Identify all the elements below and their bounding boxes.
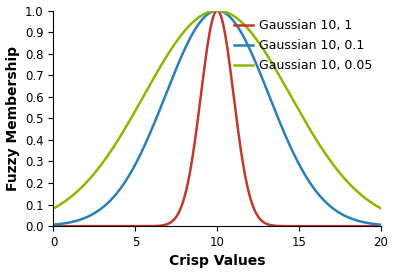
Gaussian 10, 1 (309, 224, 314, 228)
Gaussian 10, 0.05 (309, 130, 314, 134)
Gaussian 10, 1 (369, 224, 374, 228)
Line: Gaussian 10, 1: Gaussian 10, 1 (54, 11, 381, 226)
Gaussian 10, 0.1 (379, 223, 383, 226)
Gaussian 10, 0.05 (379, 207, 383, 210)
Gaussian 10, 1 (379, 224, 383, 228)
Gaussian 10, 0.1 (369, 222, 374, 225)
Gaussian 10, 0.1 (309, 183, 314, 187)
Gaussian 10, 0.05 (68, 196, 72, 199)
Gaussian 10, 0.1 (51, 223, 56, 226)
Gaussian 10, 1 (51, 224, 56, 228)
Gaussian 10, 1 (369, 224, 374, 228)
Gaussian 10, 0.1 (202, 16, 206, 19)
Gaussian 10, 0.1 (215, 9, 219, 12)
Gaussian 10, 1 (215, 9, 219, 12)
Line: Gaussian 10, 0.1: Gaussian 10, 0.1 (54, 11, 381, 225)
Legend: Gaussian 10, 1, Gaussian 10, 0.1, Gaussian 10, 0.05: Gaussian 10, 1, Gaussian 10, 0.1, Gaussi… (231, 17, 375, 75)
Gaussian 10, 0.05 (51, 207, 56, 210)
Gaussian 10, 0.05 (369, 201, 374, 204)
Gaussian 10, 0.1 (68, 221, 72, 224)
X-axis label: Crisp Values: Crisp Values (169, 255, 266, 269)
Gaussian 10, 0.05 (215, 9, 219, 12)
Gaussian 10, 0.1 (369, 222, 374, 225)
Gaussian 10, 1 (68, 224, 72, 228)
Line: Gaussian 10, 0.05: Gaussian 10, 0.05 (54, 11, 381, 209)
Gaussian 10, 0.05 (369, 201, 374, 204)
Gaussian 10, 0.1 (210, 10, 215, 13)
Gaussian 10, 1 (202, 68, 206, 72)
Gaussian 10, 0.05 (202, 12, 206, 16)
Gaussian 10, 0.05 (210, 9, 215, 13)
Y-axis label: Fuzzy Membership: Fuzzy Membership (6, 46, 20, 191)
Gaussian 10, 1 (210, 17, 215, 20)
